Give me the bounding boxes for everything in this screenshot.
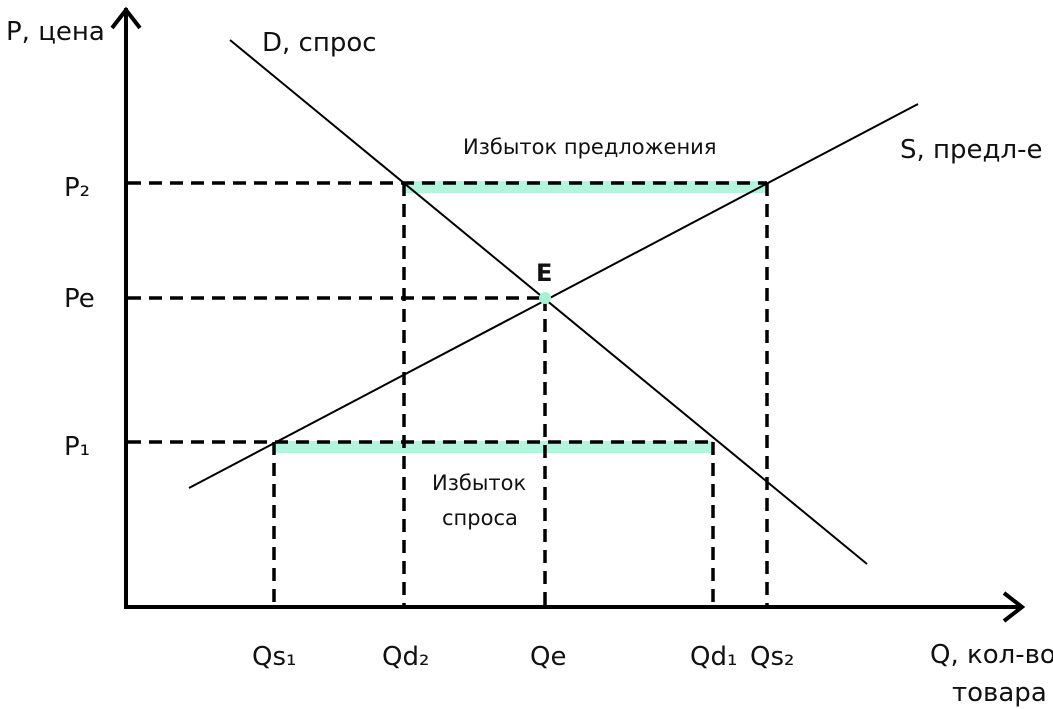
- supply-curve: [188, 103, 919, 489]
- x-axis-arrow: [1002, 591, 1026, 623]
- equilibrium-point: [539, 292, 551, 304]
- equilibrium-label: E: [536, 259, 552, 287]
- x-axis-label-line1: Q, кол-во: [930, 640, 1053, 670]
- dashed-guides: [128, 181, 769, 607]
- supply-label: S, предл-е: [900, 135, 1043, 165]
- price-label-p2: P₂: [64, 173, 90, 203]
- surplus-demand-label-line1: Избыток: [432, 471, 526, 495]
- x-axis-label-line2: товара: [952, 678, 1047, 708]
- quantity-label-qe: Qe: [530, 642, 566, 672]
- quantity-label-qs1: Qs₁: [252, 642, 296, 672]
- y-axis-arrow: [110, 6, 142, 30]
- price-label-p1: P₁: [64, 432, 90, 462]
- y-axis-label: P, цена: [6, 17, 105, 47]
- quantity-label-qs2: Qs₂: [750, 642, 794, 672]
- supply-surplus-band: [405, 181, 767, 193]
- surplus-demand-label-line2: спроса: [442, 506, 518, 530]
- surplus-supply-label: Избыток предложения: [463, 135, 716, 159]
- demand-surplus-band: [275, 441, 713, 453]
- price-label-pe: Pe: [64, 284, 95, 314]
- quantity-label-qd2: Qd₂: [382, 642, 429, 672]
- demand-label: D, спрос: [262, 28, 377, 58]
- quantity-label-qd1: Qd₁: [690, 642, 737, 672]
